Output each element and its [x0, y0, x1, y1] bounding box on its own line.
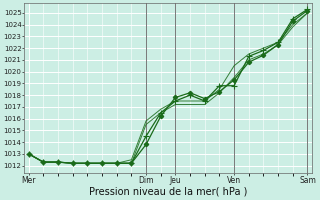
- X-axis label: Pression niveau de la mer( hPa ): Pression niveau de la mer( hPa ): [89, 187, 247, 197]
